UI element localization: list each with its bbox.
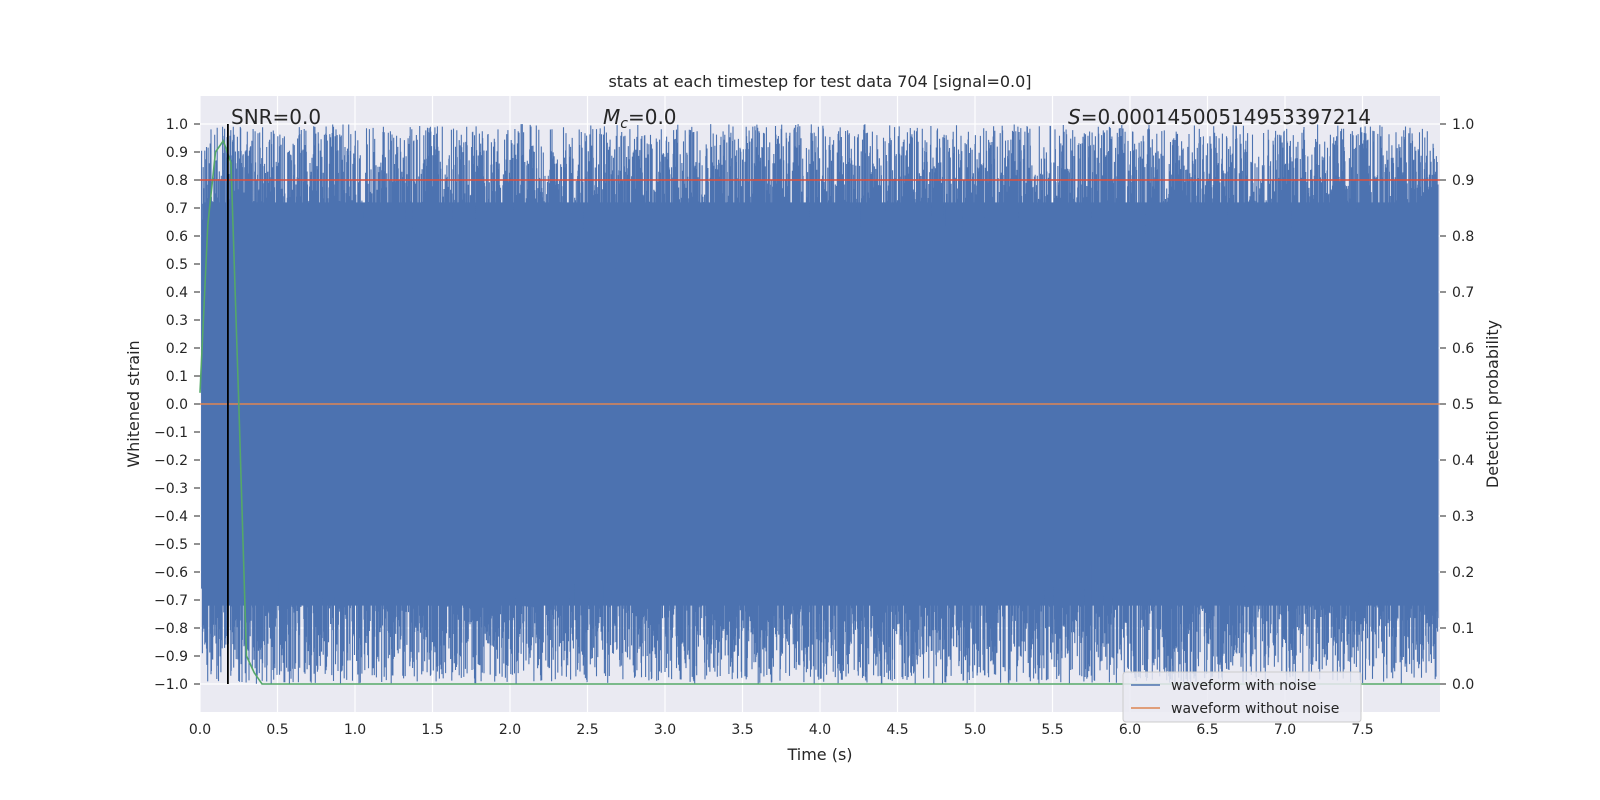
x-tick-label: 2.5 — [576, 722, 598, 738]
right-tick-label: 0.0 — [1452, 677, 1474, 693]
left-tick-label: −0.1 — [154, 425, 188, 441]
x-tick-label: 4.0 — [809, 722, 831, 738]
right-tick-label: 0.3 — [1452, 509, 1474, 525]
left-y-axis-ticks: 1.0 0.9 0.8 0.7 0.6 0.5 0.4 0.3 0.2 0.1 0.0 −0.1 −0.… — [154, 117, 200, 693]
x-tick-label: 4.5 — [886, 722, 908, 738]
right-tick-label: 0.9 — [1452, 173, 1474, 189]
left-tick-label: 0.2 — [166, 341, 188, 357]
chirp-mass-annotation: Mc=0.0 — [603, 105, 677, 132]
left-tick-label: −0.8 — [154, 621, 188, 637]
x-tick-label: 6.0 — [1119, 722, 1141, 738]
left-tick-label: −0.7 — [154, 593, 188, 609]
right-tick-label: 0.4 — [1452, 453, 1474, 469]
left-tick-label: −0.3 — [154, 481, 188, 497]
right-tick-label: 0.2 — [1452, 565, 1474, 581]
x-tick-label: 5.0 — [964, 722, 986, 738]
left-tick-label: −1.0 — [154, 677, 188, 693]
legend: waveform with noise waveform without noi… — [1122, 671, 1362, 723]
left-tick-label: 0.4 — [166, 285, 188, 301]
right-tick-label: 0.5 — [1452, 397, 1474, 413]
series-lines — [199, 124, 1440, 685]
x-tick-label: 3.5 — [731, 722, 753, 738]
right-y-axis-label: Detection probability — [1483, 320, 1502, 488]
right-y-axis-ticks: 1.0 0.9 0.8 0.7 0.6 0.5 0.4 0.3 0.2 0.1 0.0 — [1440, 117, 1474, 693]
left-tick-label: 0.8 — [166, 173, 188, 189]
left-tick-label: 0.9 — [166, 145, 188, 161]
x-tick-label: 7.5 — [1351, 722, 1373, 738]
left-tick-label: −0.6 — [154, 565, 188, 581]
x-tick-label: 0.0 — [189, 722, 211, 738]
legend-noise-label: waveform with noise — [1171, 678, 1316, 694]
left-tick-label: −0.2 — [154, 453, 188, 469]
right-tick-label: 1.0 — [1452, 117, 1474, 133]
noise-spikes — [232, 202, 1419, 606]
x-tick-label: 1.0 — [344, 722, 366, 738]
s-value: =0.00014500514953397214 — [1081, 105, 1371, 129]
left-tick-label: 0.7 — [166, 201, 188, 217]
chirp-mass-value: =0.0 — [628, 105, 677, 129]
x-tick-label: 2.0 — [499, 722, 521, 738]
left-y-axis-label: Whitened strain — [124, 340, 143, 467]
x-tick-label: 1.5 — [421, 722, 443, 738]
left-tick-label: 0.6 — [166, 229, 188, 245]
x-axis-label: Time (s) — [786, 745, 852, 764]
left-tick-label: 0.3 — [166, 313, 188, 329]
right-tick-label: 0.7 — [1452, 285, 1474, 301]
legend-box — [1122, 671, 1362, 723]
chart-title: stats at each timestep for test data 704… — [608, 72, 1031, 91]
legend-clean-label: waveform without noise — [1171, 701, 1339, 717]
x-axis-ticks: 0.0 0.5 1.0 1.5 2.0 2.5 3.0 3.5 4.0 4.5 5.0 5.5 6.0 6… — [189, 722, 1374, 738]
left-tick-label: −0.9 — [154, 649, 188, 665]
s-annotation: S=0.00014500514953397214 — [1068, 105, 1371, 129]
left-tick-label: 0.1 — [166, 369, 188, 385]
x-tick-label: 7.0 — [1274, 722, 1296, 738]
x-tick-label: 5.5 — [1041, 722, 1063, 738]
right-tick-label: 0.1 — [1452, 621, 1474, 637]
right-tick-label: 0.8 — [1452, 229, 1474, 245]
x-tick-label: 6.5 — [1196, 722, 1218, 738]
chirp-mass-symbol: M — [603, 105, 620, 129]
left-tick-label: −0.5 — [154, 537, 188, 553]
s-symbol: S — [1068, 105, 1081, 129]
left-tick-label: 0.0 — [166, 397, 188, 413]
x-tick-label: 3.0 — [654, 722, 676, 738]
right-tick-label: 0.6 — [1452, 341, 1474, 357]
left-tick-label: 0.5 — [166, 257, 188, 273]
left-tick-label: −0.4 — [154, 509, 188, 525]
x-tick-label: 0.5 — [266, 722, 288, 738]
chirp-mass-subscript: c — [620, 116, 628, 132]
detection-probability-line — [199, 139, 1440, 685]
snr-annotation: SNR=0.0 — [231, 105, 321, 129]
left-tick-label: 1.0 — [166, 117, 188, 133]
